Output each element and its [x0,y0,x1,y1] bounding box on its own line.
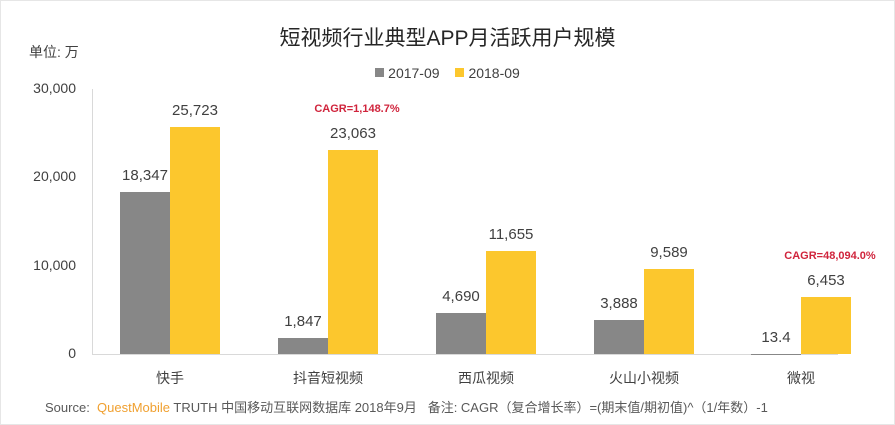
value-label: 9,589 [650,244,688,262]
bar-2017 [594,319,644,354]
source-note: Source: QuestMobile TRUTH 中国移动互联网数据库 201… [45,397,768,416]
value-label: 11,655 [488,226,534,244]
legend-item-2018: 2018-09 [455,64,520,81]
bar-2018 [170,126,220,354]
unit-label: 单位: 万 [29,44,79,60]
bar-2017 [436,312,486,354]
value-label: 13.4 [761,328,791,346]
chart-title: 短视频行业典型APP月活跃用户规模 [279,27,616,50]
brand-questmobile: QuestMobile [97,400,171,415]
y-tick-label: 30,000 [33,80,76,96]
legend-label: 2017-09 [388,64,440,81]
value-label: 3,888 [600,294,638,312]
bar-2018 [801,296,851,354]
legend: 2017-09 2018-09 [0,64,895,81]
x-category-label: 抖音短视频 [293,370,363,386]
y-axis-line [92,89,93,355]
x-category-label: 西瓜视频 [458,370,514,386]
value-label: 6,453 [807,271,845,289]
bar-2018 [328,150,378,354]
bar-2017 [278,337,328,354]
source-text: TRUTH 中国移动互联网数据库 2018年9月 [173,400,417,415]
legend-item-2017: 2017-09 [375,64,440,81]
y-tick-label: 0 [68,345,76,361]
x-category-label: 快手 [156,370,184,386]
cagr-annotation: CAGR=48,094.0% [784,249,876,262]
value-label: 25,723 [172,101,218,119]
bar-2017 [120,191,170,354]
value-label: 18,347 [122,166,168,184]
legend-label: 2018-09 [468,64,520,81]
x-category-label: 微视 [787,370,815,386]
legend-swatch-gray [375,68,385,77]
x-axis-baseline [92,354,838,355]
bar-2018 [644,269,694,354]
legend-swatch-yellow [455,68,465,77]
cagr-note: 备注: CAGR（复合增长率）=(期末值/期初值)^（1/年数）-1 [427,400,768,415]
bar-2018 [486,251,536,354]
value-label: 23,063 [330,125,376,143]
value-label: 1,847 [284,312,322,330]
x-category-label: 火山小视频 [609,370,679,386]
y-tick-label: 20,000 [33,168,76,185]
source-prefix: Source: [45,400,90,415]
cagr-annotation: CAGR=1,148.7% [314,103,400,116]
value-label: 4,690 [442,287,480,305]
y-tick-label: 10,000 [33,256,76,273]
